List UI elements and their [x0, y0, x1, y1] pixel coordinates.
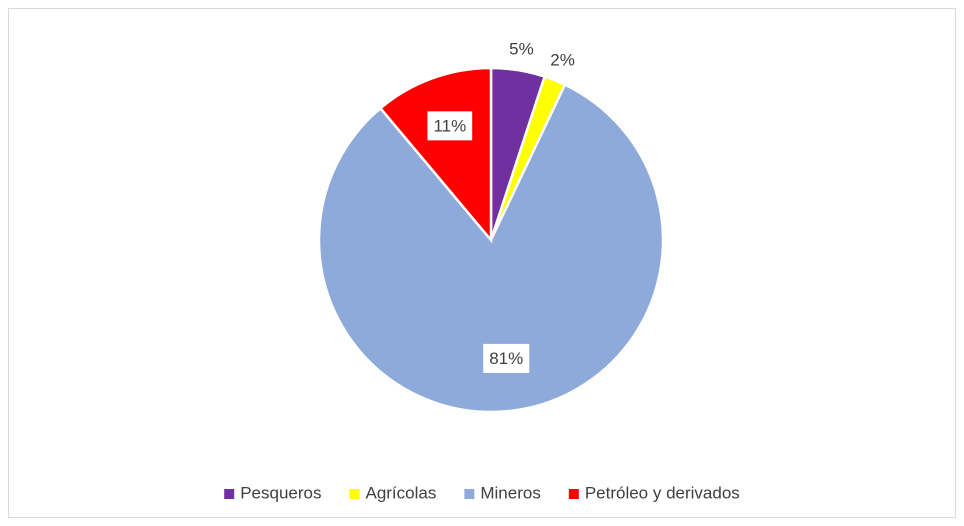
- data-label: 5%: [509, 39, 534, 58]
- pie-slice: [317, 83, 665, 414]
- data-label: 11%: [433, 116, 466, 135]
- data-label-box: [483, 343, 530, 373]
- legend-swatch: [464, 489, 475, 499]
- legend-swatch: [349, 489, 360, 499]
- legend-label: Agrícolas: [365, 483, 436, 502]
- legend: Pesqueros Agrícolas Mineros Petróleo y deri…: [224, 483, 740, 502]
- data-label: 2%: [550, 51, 575, 70]
- data-label-box: [427, 111, 473, 141]
- legend-swatch: [224, 489, 235, 499]
- legend-swatch: [568, 489, 579, 499]
- data-label: 81%: [489, 349, 523, 368]
- legend-label: Petróleo y derivados: [585, 483, 740, 502]
- legend-label: Pesqueros: [240, 483, 321, 502]
- legend-label: Mineros: [480, 483, 540, 502]
- pie-slice: [378, 66, 493, 244]
